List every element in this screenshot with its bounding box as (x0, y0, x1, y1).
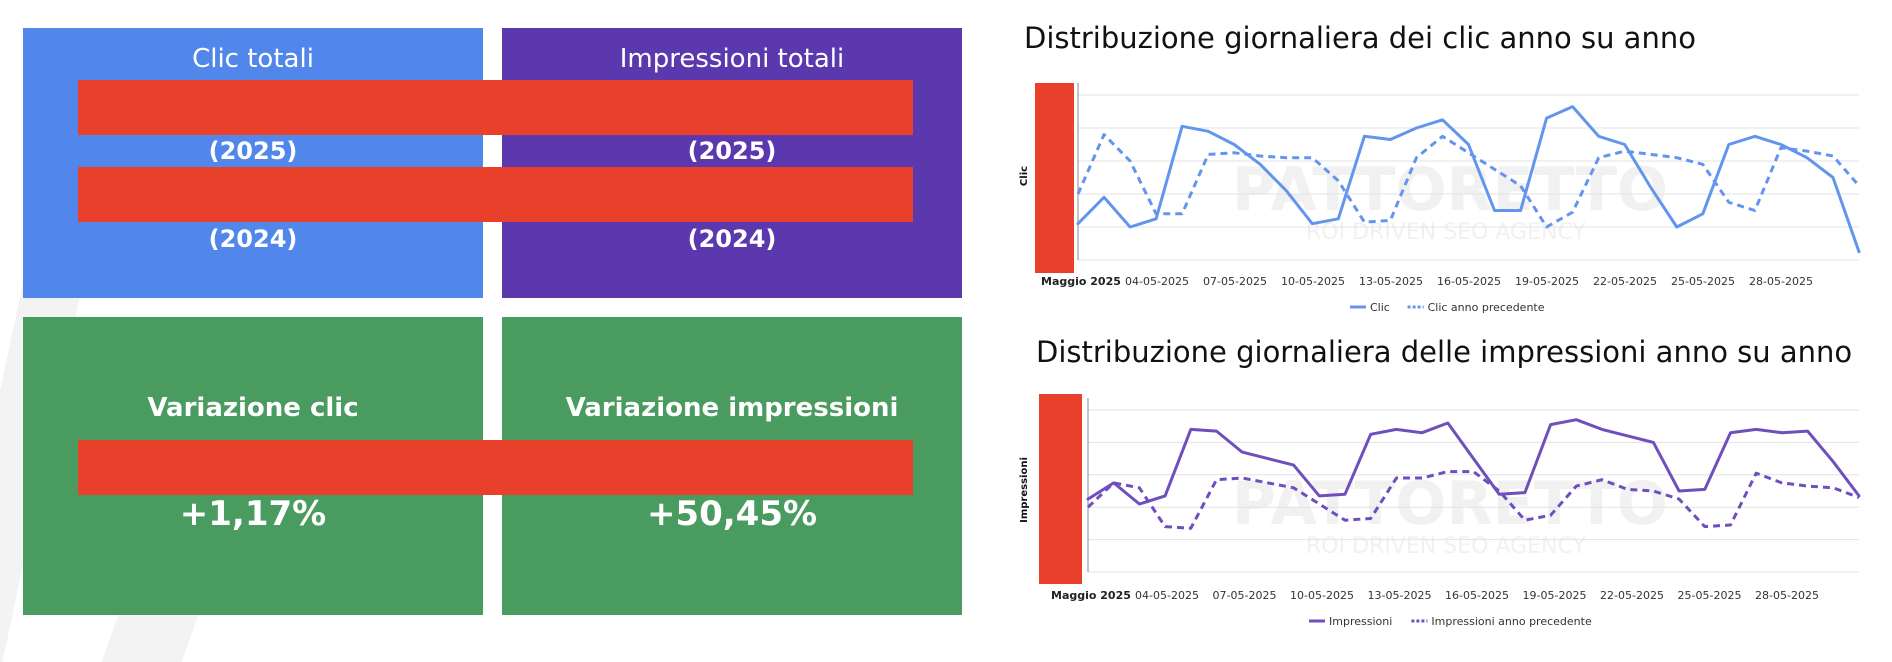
clicks-x-tick-label: 04-05-2025 (1125, 275, 1189, 288)
redaction-bar-variation-values (78, 440, 913, 495)
clicks-x-tick-label: 25-05-2025 (1671, 275, 1735, 288)
impressions-x-tick-label: 10-05-2025 (1290, 589, 1354, 602)
clicks-x-tick-label: 10-05-2025 (1281, 275, 1345, 288)
impressions-x-ticks: 04-05-2025 07-05-2025 10-05-2025 13-05-2025… (1135, 589, 1819, 602)
clicks-total-title: Clic totali (192, 44, 314, 74)
clicks-chart-title: Distribuzione giornaliera dei clic anno … (1024, 21, 1696, 55)
clicks-x-start-label: Maggio 2025 (1041, 275, 1121, 288)
clicks-variation-value: +1,17% (179, 494, 327, 534)
impressions-x-start-label: Maggio 2025 (1051, 589, 1131, 602)
clicks-line-chart: PATTORETTO ROI DRIVEN SEO AGENCY Clic Ma… (1019, 83, 1861, 314)
clicks-y-axis-label: Clic (1019, 166, 1030, 186)
watermark: PATTORETTO ROI DRIVEN SEO AGENCY (1232, 469, 1668, 559)
clicks-series-group (1076, 105, 1861, 254)
clicks-legend-label: Clic (1370, 301, 1390, 314)
impressions-x-tick-label: 25-05-2025 (1678, 589, 1742, 602)
impressions-y-axis-label: Impressioni (1019, 457, 1030, 523)
impressions-x-tick-label: 19-05-2025 (1523, 589, 1587, 602)
impressions-x-tick-label: 07-05-2025 (1213, 589, 1277, 602)
impressions-legend-label: Impressioni anno precedente (1431, 615, 1592, 628)
impressions-grid (1088, 409, 1859, 573)
impressions-y-axis-redaction (1039, 394, 1082, 584)
watermark: PATTORETTO ROI DRIVEN SEO AGENCY (1232, 155, 1668, 245)
clicks-x-tick-label: 28-05-2025 (1749, 275, 1813, 288)
impressions-year-current: (2025) (687, 137, 777, 165)
clicks-variation-label: Variazione clic (147, 393, 359, 423)
impressions-x-tick-label: 04-05-2025 (1135, 589, 1199, 602)
clicks-x-tick-label: 16-05-2025 (1437, 275, 1501, 288)
clicks-grid (1078, 94, 1859, 261)
impressions-x-tick-label: 28-05-2025 (1755, 589, 1819, 602)
redaction-bar-previous-values (78, 167, 913, 222)
impressions-total-card: Impressioni totali (2025) (2024) (502, 28, 962, 298)
clicks-x-tick-label: 13-05-2025 (1359, 275, 1423, 288)
impressions-x-tick-label: 16-05-2025 (1445, 589, 1509, 602)
clicks-total-card: Clic totali (2025) (2024) (23, 28, 483, 298)
clicks-y-axis-redaction (1035, 83, 1074, 273)
watermark-tagline: ROI DRIVEN SEO AGENCY (1306, 220, 1586, 245)
impressions-legend-label: Impressioni (1329, 615, 1392, 628)
impressions-line-chart: PATTORETTO ROI DRIVEN SEO AGENCY Impress… (1019, 394, 1861, 628)
impressions-x-tick-label: 13-05-2025 (1368, 589, 1432, 602)
impressions-x-tick-label: 22-05-2025 (1600, 589, 1664, 602)
impressions-series-group (1086, 418, 1861, 530)
impressions-variation-label: Variazione impressioni (565, 393, 899, 423)
clicks-legend-label: Clic anno precedente (1428, 301, 1545, 314)
watermark-brand: PATTORETTO (1232, 155, 1668, 225)
impressions-total-title: Impressioni totali (619, 44, 845, 74)
clicks-x-tick-label: 19-05-2025 (1515, 275, 1579, 288)
impressions-legend: Impressioni Impressioni anno precedente (1309, 615, 1592, 628)
clicks-year-previous: (2024) (208, 225, 298, 253)
redaction-bar-current-values (78, 80, 913, 135)
impressions-chart-title: Distribuzione giornaliera delle impressi… (1036, 335, 1853, 369)
impressions-year-previous: (2024) (687, 225, 777, 253)
impressions-variation-value: +50,45% (646, 494, 818, 534)
clicks-x-tick-label: 22-05-2025 (1593, 275, 1657, 288)
clicks-x-tick-label: 07-05-2025 (1203, 275, 1267, 288)
watermark-tagline: ROI DRIVEN SEO AGENCY (1306, 534, 1586, 559)
clicks-year-current: (2025) (208, 137, 298, 165)
clicks-x-ticks: 04-05-2025 07-05-2025 10-05-2025 13-05-2025… (1125, 275, 1813, 288)
clicks-legend: Clic Clic anno precedente (1350, 301, 1545, 314)
